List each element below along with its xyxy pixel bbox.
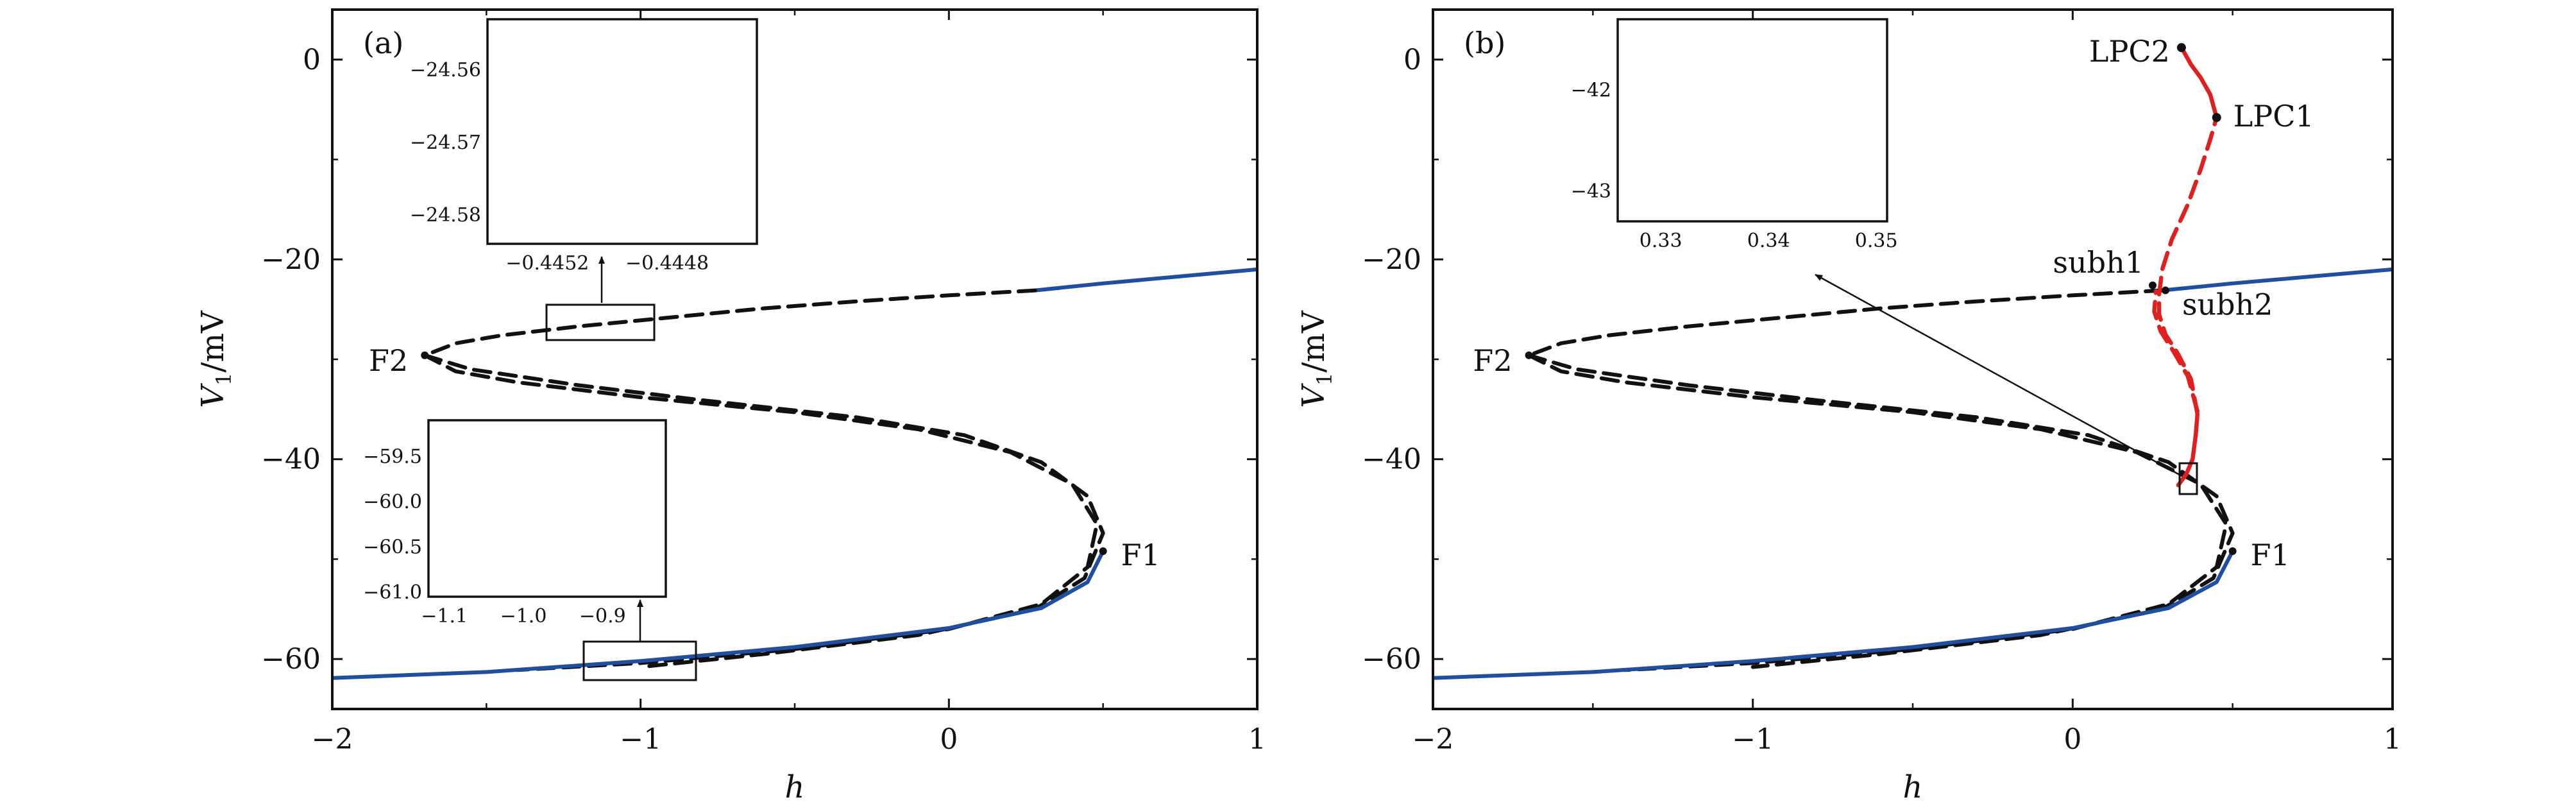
curve-series-periodic-stable-5 <box>2176 412 2200 488</box>
zoom-arrow <box>1815 273 2180 476</box>
bifurcation-label: LPC2 <box>2089 34 2170 69</box>
bifurcation-point <box>2149 281 2157 289</box>
y-tick-label: −40 <box>1362 443 1421 476</box>
bifurcation-point <box>2161 286 2169 295</box>
inset-x-tick-label: 0.33 <box>1640 230 1682 252</box>
bifurcation-label: F2 <box>369 343 408 378</box>
inset-x-tick-label: −1.0 <box>500 605 547 627</box>
y-axis-label-sub: 1 <box>212 373 236 386</box>
y-axis-label: V1/mV <box>195 310 236 408</box>
curve-series-periodic-stable-8 <box>2179 45 2219 120</box>
x-tick-label: 1 <box>2384 723 2402 756</box>
inset-y-tick-label: −24.58 <box>410 204 481 226</box>
y-tick-label: −40 <box>261 443 321 476</box>
inset-y-tick-label: −59.5 <box>363 445 422 468</box>
inset-plot: 0.33 0.34 0.35 −42 −43 <box>1571 18 1898 252</box>
bifurcation-label: subh1 <box>2053 245 2144 280</box>
x-tick-label: −2 <box>312 723 353 756</box>
inset-x-tick-label: −0.4448 <box>625 252 709 275</box>
curve-series-unstable-3 <box>1527 353 2235 669</box>
inset-frame <box>427 419 667 598</box>
y-tick-label: 0 <box>1403 44 1421 76</box>
bifurcation-point <box>2212 113 2221 123</box>
y-tick-label: −60 <box>261 643 321 676</box>
y-axis-label-unit: /mV <box>1296 310 1332 373</box>
y-axis-label-sub: 1 <box>1312 373 1337 386</box>
y-tick-label: −20 <box>261 243 321 276</box>
y-tick-label: 0 <box>303 44 321 76</box>
curve-series-stable-0 <box>2160 267 2393 293</box>
bifurcation-point <box>2228 547 2237 555</box>
curve-series-unstable-1 <box>1527 288 2164 357</box>
x-tick-label: −1 <box>620 723 661 756</box>
inset-y-tick-label: −43 <box>1571 180 1611 203</box>
plot-frame <box>1432 8 2394 710</box>
bifurcation-label: subh2 <box>2182 287 2273 322</box>
y-axis-label-var: V <box>1296 383 1332 408</box>
bifurcation-label: LPC1 <box>2233 99 2314 133</box>
x-tick-label: 0 <box>940 723 958 756</box>
curve-group <box>1433 45 2393 680</box>
y-axis-label: V1/mV <box>1296 310 1337 408</box>
inset-x-tick-label: −0.9 <box>579 605 626 627</box>
bifurcation-point <box>1525 351 1533 359</box>
inset-y-tick-label: −24.57 <box>410 132 481 154</box>
inset-y-tick-label: −42 <box>1571 79 1611 101</box>
y-tick-label: −60 <box>1362 643 1421 676</box>
inset-y-tick-label: −60.5 <box>363 536 422 558</box>
bifurcation-label: F1 <box>2251 538 2290 572</box>
curve-series-stable-0 <box>1033 267 1257 293</box>
zoom-region-box <box>545 303 656 341</box>
inset-frame <box>486 18 758 245</box>
curve-series-periodic-unstable-6 <box>2157 115 2219 416</box>
inset-x-tick-label: 0.34 <box>1747 230 1790 252</box>
x-tick-label: −2 <box>1412 723 1454 756</box>
bifurcation-label: F1 <box>1121 538 1160 572</box>
y-axis-label-unit: /mV <box>195 310 231 373</box>
bifurcation-point <box>421 351 429 359</box>
y-tick-label: −20 <box>1362 243 1421 276</box>
curve-series-unstable-2 <box>1527 353 2228 672</box>
curve-series-periodic-unstable-7 <box>2152 289 2200 414</box>
panel-b: −2 −1 0 10−20−40−60hV1/mV(b)F1F2LPC1LPC2sub… <box>1296 8 2402 805</box>
x-tick-label: −1 <box>1732 723 1774 756</box>
x-tick-label: 0 <box>2063 723 2081 756</box>
curve-group <box>332 267 1257 680</box>
bifurcation-label: F2 <box>1473 343 1512 378</box>
zoom-region-box <box>2178 462 2198 495</box>
x-axis-label: h <box>1903 769 1923 805</box>
inset-y-tick-label: −61.0 <box>363 581 422 604</box>
curve-series-stable-4 <box>1433 549 2235 680</box>
curve-series-unstable-1 <box>423 288 1037 357</box>
panel-label: (b) <box>1464 26 1505 60</box>
y-axis-label-var: V <box>195 383 231 408</box>
bifurcation-point <box>1099 547 1107 555</box>
x-tick-label: 1 <box>1248 723 1266 756</box>
panel-label: (a) <box>363 26 403 60</box>
inset-x-tick-label: −1.1 <box>421 605 468 627</box>
bifurcation-point <box>2176 43 2186 53</box>
inset-plot: −1.1 −1.0 −0.9 −59.5 −60.0 −60.5 −61.0 <box>363 419 667 627</box>
inset-x-tick-label: −0.4452 <box>505 252 589 275</box>
plot-frame <box>331 8 1258 710</box>
inset-frame <box>1616 18 1888 223</box>
inset-y-tick-label: −60.0 <box>363 491 422 513</box>
x-axis-label: h <box>785 769 805 805</box>
inset-x-tick-label: 0.35 <box>1855 230 1898 252</box>
inset-y-tick-label: −24.56 <box>410 59 481 81</box>
inset-plot: −0.4452 −0.4448 −24.56 −24.57 −24.58 <box>410 18 758 275</box>
curve-series-stable-4 <box>332 549 1105 680</box>
